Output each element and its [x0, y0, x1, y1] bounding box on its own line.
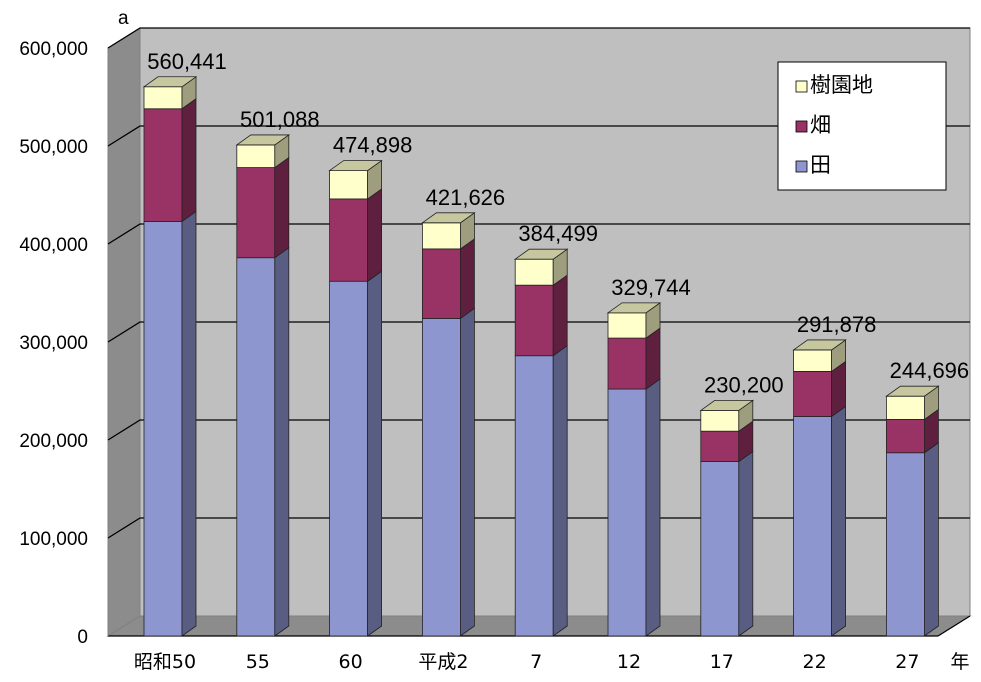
x-tick-label: 17	[710, 651, 734, 673]
bar-top-3	[421, 212, 476, 224]
bar-total-label: 474,898	[333, 133, 413, 158]
bar-segment-畑-8	[886, 419, 925, 454]
bar-segment-樹園地-4	[514, 258, 554, 286]
bar-segment-畑-3	[421, 248, 461, 319]
bar-segment-畑-4	[514, 284, 554, 357]
bar-segment-田-0	[143, 221, 183, 637]
x-tick-label: 12	[617, 651, 641, 673]
bar-top-0	[142, 76, 198, 88]
bar-top-8	[885, 385, 940, 397]
bar-segment-樹園地-3	[421, 222, 461, 250]
y-unit-label: a	[118, 8, 129, 29]
bar-segment-樹園地-5	[607, 312, 647, 339]
bar-segment-樹園地-2	[329, 170, 369, 200]
bar-segment-樹園地-7	[793, 349, 832, 372]
bar-segment-畑-7	[793, 370, 832, 417]
legend-label: 樹園地	[810, 73, 873, 97]
bar-total-label: 560,441	[147, 49, 227, 74]
bar-top-1	[235, 134, 291, 146]
x-axis-depth-line	[937, 615, 971, 637]
bar-top-2	[328, 160, 383, 171]
bar-side-田-6	[738, 450, 754, 637]
bar-total-label: 384,499	[518, 221, 598, 246]
bar-side-畑-0	[181, 97, 197, 223]
bar-top-7	[792, 339, 847, 351]
bar-segment-田-7	[793, 416, 832, 637]
gridline	[107, 419, 970, 441]
bar-side-田-2	[367, 270, 383, 637]
bar-side-田-1	[274, 246, 290, 637]
y-tick-label: 100,000	[19, 529, 88, 550]
legend-swatch-田	[795, 160, 808, 173]
legend-swatch-樹園地	[795, 80, 808, 93]
bar-segment-畑-2	[329, 198, 369, 282]
legend-label: 畑	[810, 113, 831, 137]
bar-segment-樹園地-0	[143, 86, 183, 110]
gridline	[107, 321, 970, 343]
bar-segment-畑-6	[700, 430, 740, 462]
bar-segment-田-5	[607, 388, 647, 637]
gridline	[107, 223, 970, 245]
bar-top-5	[606, 302, 662, 314]
bar-segment-田-2	[329, 280, 369, 637]
y-tick-label: 0	[77, 627, 88, 648]
x-tick-label: 7	[530, 651, 542, 673]
y-tick-label: 500,000	[19, 137, 88, 158]
gridline	[107, 125, 970, 147]
bar-side-田-5	[645, 378, 661, 637]
legend-swatch-畑	[795, 120, 808, 133]
bar-side-畑-1	[274, 156, 290, 259]
x-tick-label: 27	[895, 651, 919, 673]
legend-label: 田	[810, 153, 831, 177]
bar-side-田-8	[924, 441, 939, 637]
bar-segment-樹園地-6	[700, 410, 740, 432]
gridline	[107, 517, 970, 539]
bar-side-田-0	[181, 210, 197, 637]
bar-segment-畑-0	[143, 108, 183, 222]
bar-total-label: 244,696	[890, 358, 970, 383]
y-tick-label: 400,000	[19, 235, 88, 256]
bar-total-label: 501,088	[240, 107, 320, 132]
x-tick-label: 60	[339, 651, 363, 673]
bar-total-label: 291,878	[797, 312, 877, 337]
bar-total-label: 329,744	[611, 275, 691, 300]
bar-total-label: 230,200	[704, 372, 784, 397]
bar-segment-田-8	[886, 452, 925, 637]
bar-segment-畑-1	[236, 167, 276, 259]
x-tick-label: 平成2	[418, 651, 468, 673]
y-tick-label: 300,000	[19, 333, 88, 354]
bar-side-畑-4	[552, 274, 568, 357]
bar-side-畑-2	[367, 188, 383, 283]
bar-total-label: 421,626	[426, 185, 506, 210]
y-tick-label: 600,000	[19, 39, 88, 60]
bar-side-田-7	[831, 405, 846, 637]
bar-segment-田-4	[514, 355, 554, 637]
gridline	[107, 27, 970, 49]
bar-segment-田-6	[700, 461, 740, 637]
x-tick-label: 22	[803, 651, 827, 673]
bar-side-田-3	[459, 307, 475, 637]
bar-top-4	[513, 248, 569, 260]
bar-side-畑-5	[645, 327, 661, 390]
bar-top-6	[699, 400, 755, 411]
bar-segment-田-3	[421, 318, 461, 637]
y-tick-label: 200,000	[19, 431, 88, 452]
bar-segment-樹園地-8	[886, 395, 925, 420]
x-tick-label: 昭和50	[134, 651, 196, 673]
bar-side-田-4	[552, 344, 568, 637]
bar-side-畑-3	[459, 238, 475, 320]
bar-segment-畑-5	[607, 337, 647, 390]
bar-segment-樹園地-1	[236, 144, 276, 168]
x-tick-label: 55	[246, 651, 270, 673]
bar-segment-田-1	[236, 257, 276, 637]
x-axis-title: 年	[950, 651, 969, 673]
